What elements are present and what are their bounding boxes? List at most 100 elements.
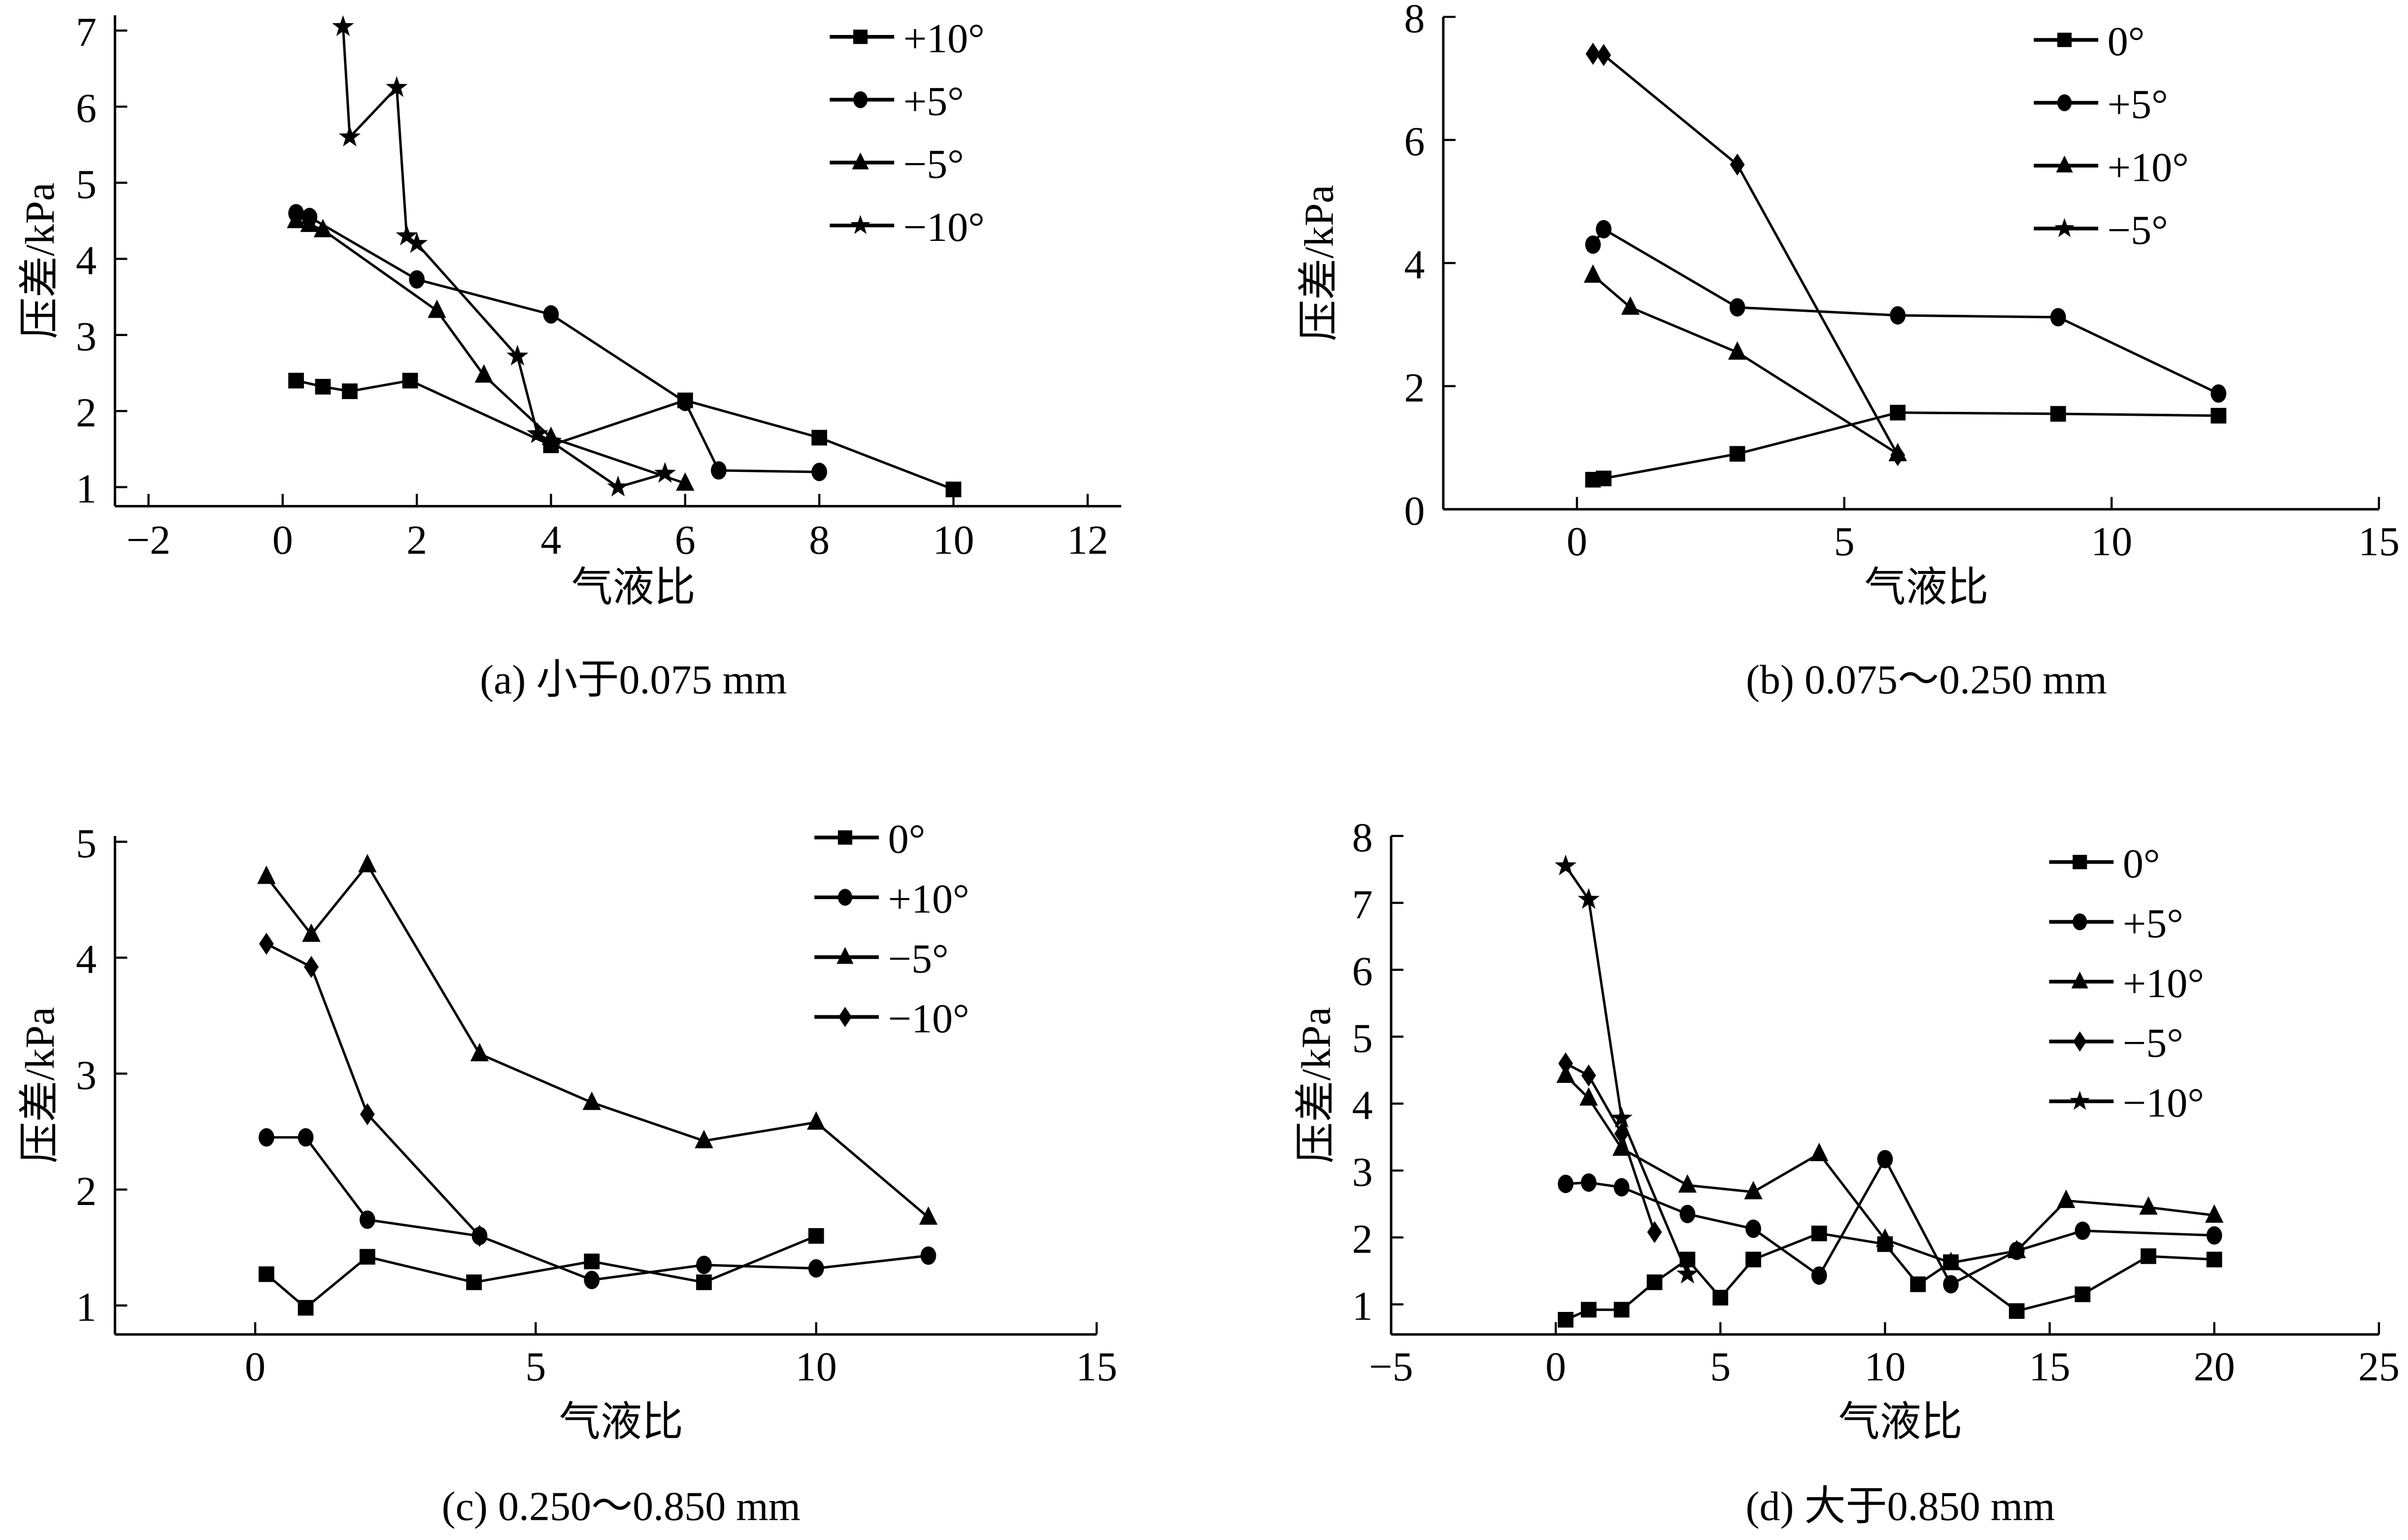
legend-marker — [2056, 155, 2073, 172]
y-tick-label: 6 — [76, 86, 97, 132]
data-point — [811, 463, 828, 481]
data-point — [2007, 1239, 2026, 1258]
data-point — [342, 383, 358, 400]
x-tick-label: 25 — [2358, 1344, 2400, 1390]
legend-marker — [2073, 913, 2087, 931]
data-point — [584, 1271, 600, 1289]
x-tick-label: 10 — [796, 1344, 837, 1390]
y-tick-label: 3 — [1352, 1149, 1372, 1195]
data-point — [1554, 854, 1577, 875]
data-point — [1729, 298, 1745, 317]
data-point — [2206, 1226, 2222, 1245]
x-axis-title: 气液比 — [1864, 565, 1988, 611]
data-point — [1558, 1052, 1573, 1075]
x-tick-label: 10 — [2091, 519, 2132, 565]
x-axis-title: 气液比 — [1838, 1399, 1962, 1445]
data-point — [1621, 296, 1640, 315]
data-point — [300, 213, 319, 232]
legend-entry: +5° — [2049, 901, 2183, 946]
data-point — [396, 224, 418, 245]
x-tick-label: 5 — [1834, 519, 1855, 565]
x-tick-label: 10 — [1864, 1344, 1906, 1390]
data-point — [1745, 1219, 1761, 1238]
y-tick-label: 1 — [1352, 1283, 1372, 1329]
series-line — [1565, 1074, 2215, 1264]
y-tick-label: 2 — [1404, 365, 1425, 411]
legend-label: +5° — [2107, 82, 2168, 128]
x-tick-label: 10 — [933, 517, 974, 563]
legend-label: −10° — [888, 996, 970, 1041]
legend-label: +5° — [2123, 901, 2183, 946]
data-point — [298, 1128, 314, 1147]
data-point — [2210, 407, 2227, 424]
data-point — [1583, 264, 1603, 283]
y-tick-label: 5 — [76, 162, 97, 207]
data-point — [1728, 341, 1747, 360]
data-point — [543, 305, 559, 324]
data-point — [807, 1111, 826, 1130]
data-point — [358, 854, 377, 872]
data-point — [696, 1274, 712, 1290]
legend-label: −10° — [2123, 1080, 2204, 1126]
data-point — [359, 1249, 375, 1265]
data-point — [259, 933, 274, 955]
data-point — [2074, 1286, 2091, 1303]
data-point — [1676, 1263, 1699, 1284]
x-tick-label: 0 — [245, 1344, 266, 1390]
x-tick-label: 0 — [272, 517, 293, 563]
data-point — [1558, 1312, 1573, 1328]
data-point — [258, 1128, 274, 1147]
data-point — [1647, 1221, 1662, 1243]
legend-marker — [2073, 855, 2087, 870]
data-point — [1577, 888, 1600, 909]
legend-entry: +10° — [2049, 961, 2204, 1006]
data-point — [1613, 1302, 1630, 1318]
data-point — [2050, 308, 2066, 327]
x-tick-label: 15 — [2358, 519, 2400, 565]
data-point — [1596, 220, 1612, 238]
data-point — [1729, 446, 1745, 462]
series-3 — [1583, 264, 1907, 462]
legend-marker — [837, 889, 852, 906]
data-point — [2074, 1221, 2091, 1240]
data-point — [1810, 1142, 1829, 1162]
series-line — [1593, 52, 1899, 456]
legend-entry: 0° — [814, 816, 925, 862]
data-point — [607, 475, 629, 497]
series-4 — [259, 933, 487, 1247]
data-point — [808, 1228, 824, 1244]
data-point — [1890, 444, 1906, 467]
data-point — [1579, 1087, 1598, 1106]
data-point — [313, 219, 333, 237]
legend-entry: −5° — [2049, 1020, 2183, 1066]
data-point — [470, 1042, 489, 1062]
legend-marker — [836, 947, 854, 964]
legend-marker — [852, 152, 869, 169]
data-point — [920, 1246, 936, 1265]
x-tick-label: 8 — [809, 517, 830, 563]
data-point — [1580, 1173, 1597, 1192]
data-point — [1875, 1228, 1895, 1247]
legend-entry: −10° — [830, 204, 985, 250]
legend-label: +10° — [2107, 144, 2189, 190]
panel-caption: (c) 0.250～0.850 mm — [442, 1484, 801, 1530]
data-point — [527, 422, 549, 443]
legend-label: −5° — [2123, 1020, 2183, 1066]
series-line — [296, 212, 820, 473]
data-point — [2057, 1189, 2075, 1208]
data-point — [472, 1225, 487, 1247]
data-point — [315, 379, 331, 395]
legend-label: −5° — [888, 936, 949, 982]
data-point — [676, 472, 695, 491]
data-point — [506, 344, 529, 366]
data-point — [359, 1210, 375, 1229]
y-tick-label: 6 — [1404, 119, 1425, 165]
legend-entry: 0° — [2049, 841, 2160, 887]
series-line — [1565, 1062, 1656, 1233]
data-point — [1580, 1302, 1597, 1318]
data-point — [1877, 1150, 1893, 1169]
data-point — [2206, 1251, 2222, 1268]
data-point — [298, 1300, 314, 1316]
data-point — [1941, 1252, 1960, 1271]
series-line — [266, 1136, 929, 1281]
